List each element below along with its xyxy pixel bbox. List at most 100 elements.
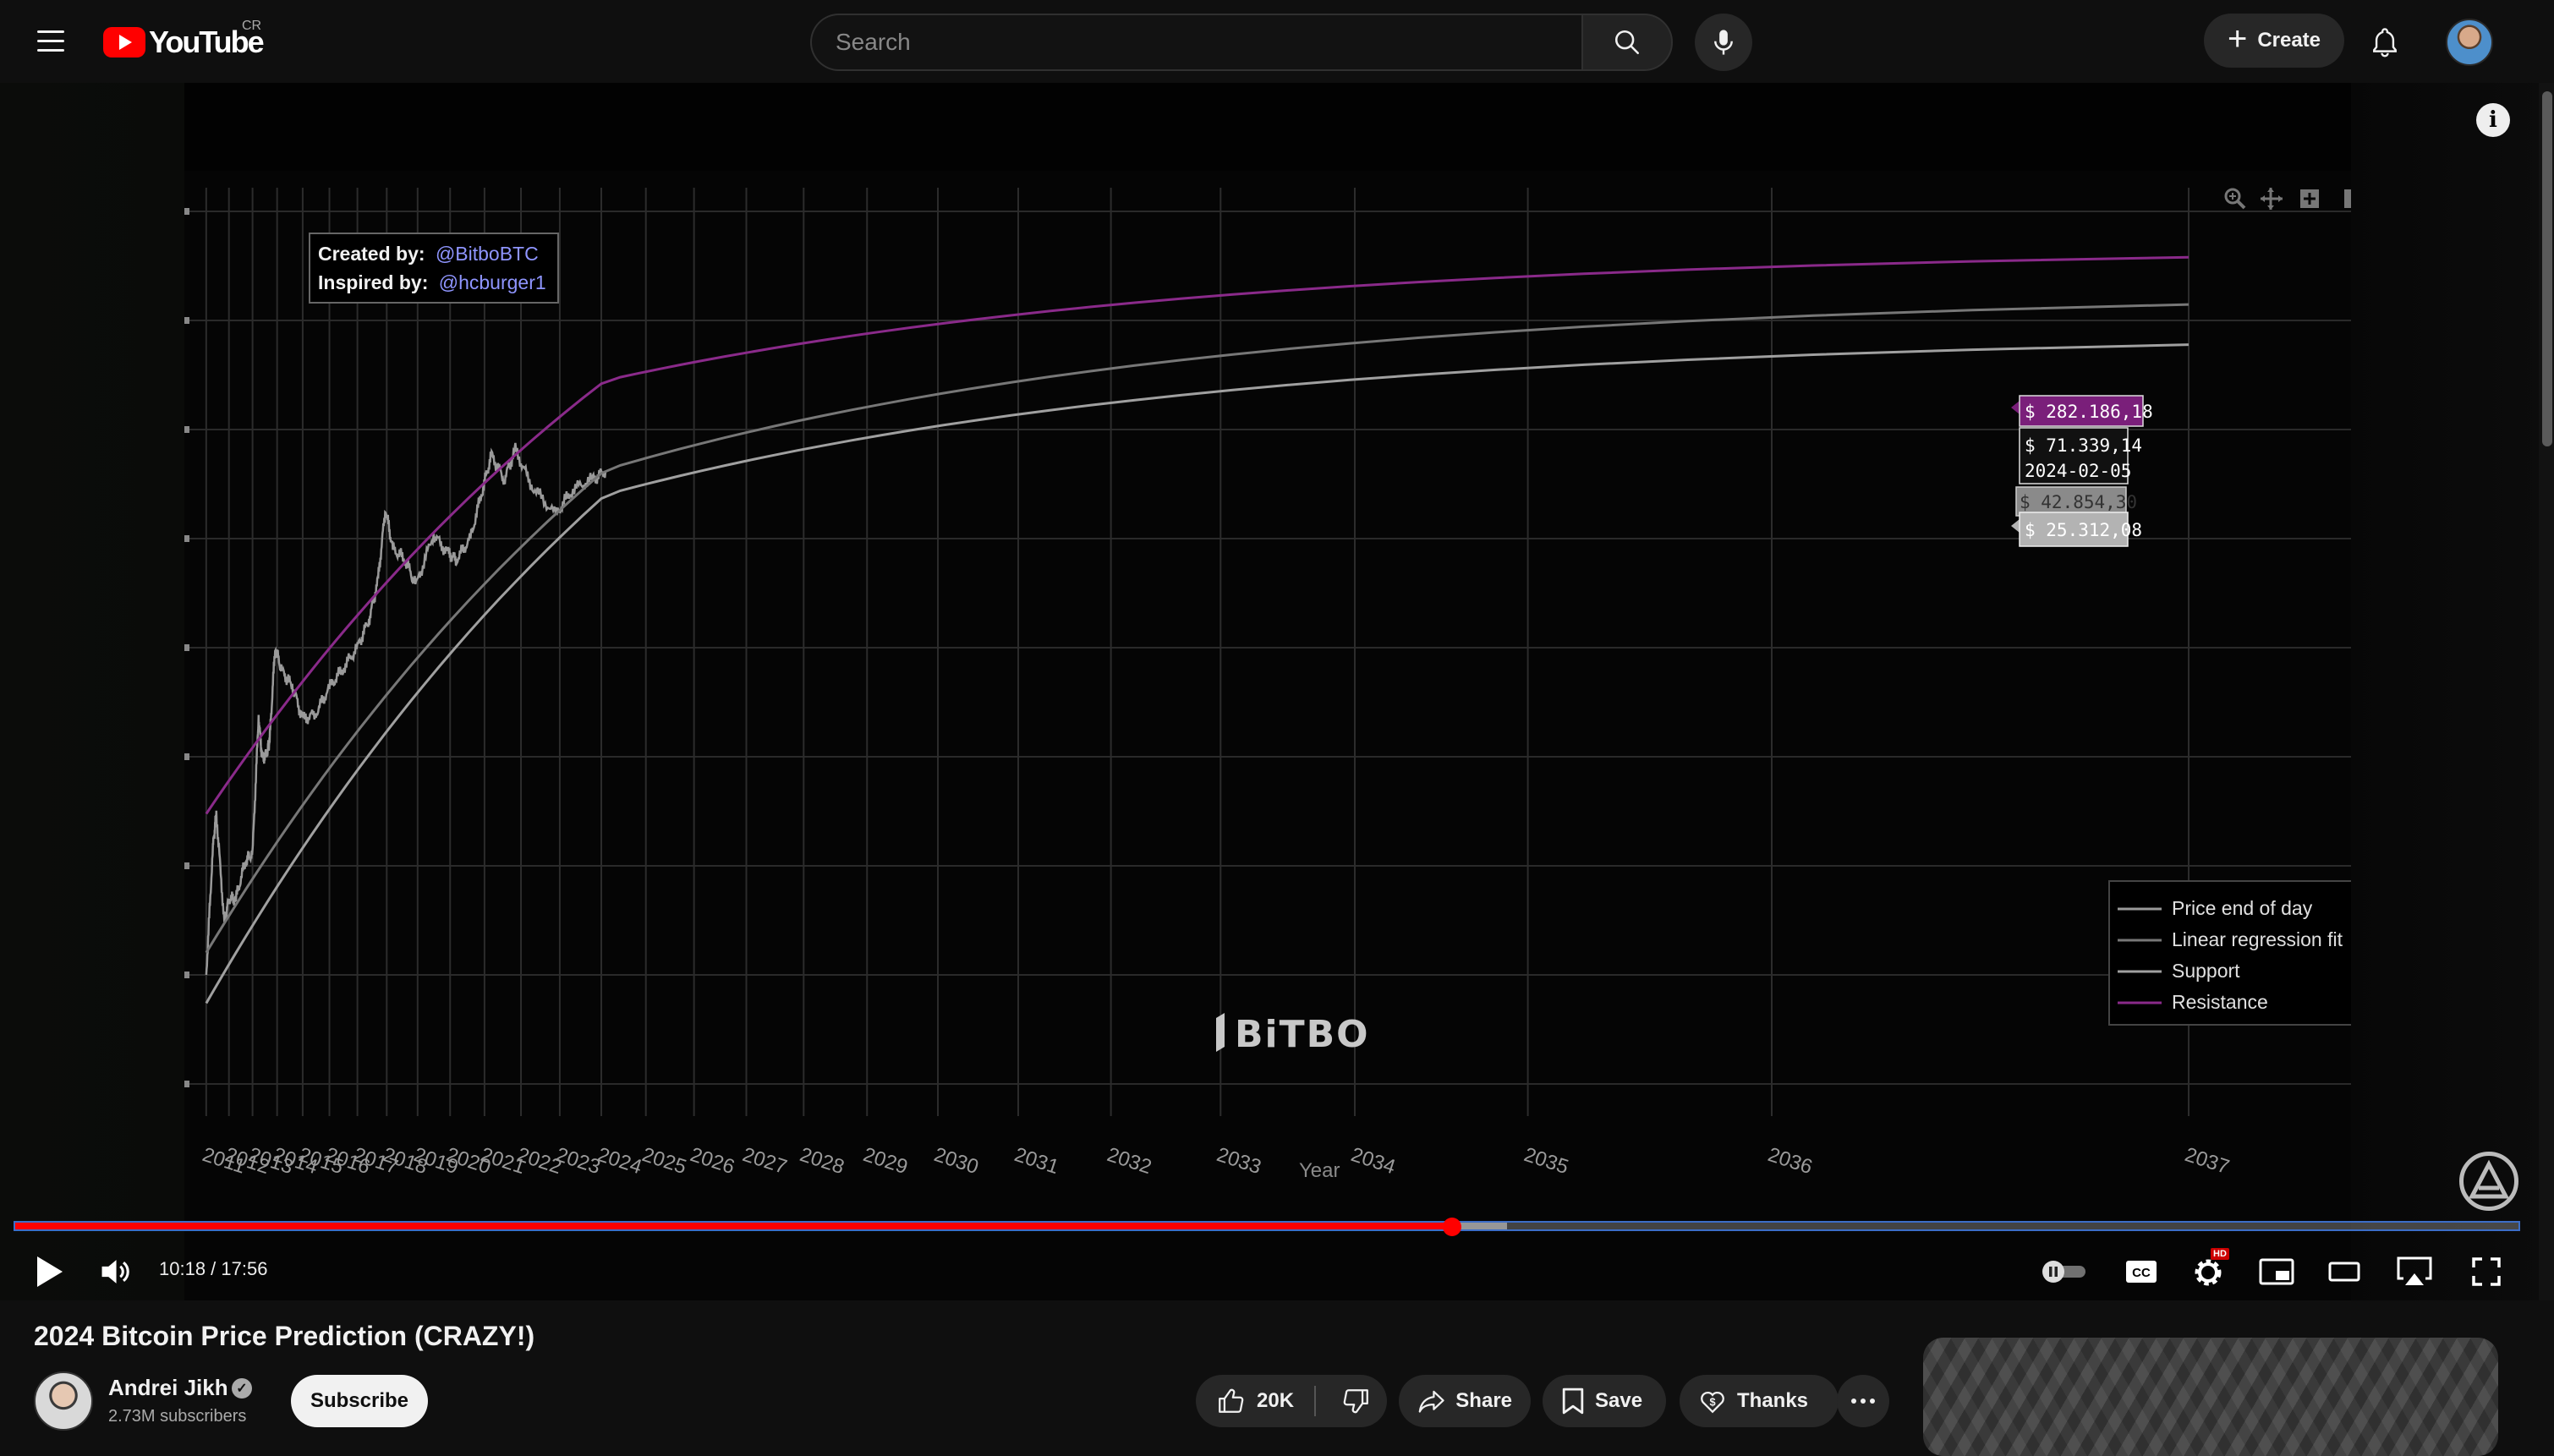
fullscreen-button[interactable] [2463,1248,2510,1295]
x-tick-label: 2036 [1765,1143,1815,1179]
x-tick-label: 2027 [740,1143,790,1179]
bitbo-watermark: BiTBO [1216,1013,1368,1056]
video-top-band [184,83,2351,171]
svg-text:$: $ [1709,1396,1715,1409]
x-tick-label: 2032 [1104,1143,1154,1179]
x-tick-label: 2035 [1521,1143,1571,1179]
microphone-icon [1714,30,1733,55]
menu-icon-bar [37,48,64,52]
x-tick-label: 2030 [931,1143,981,1179]
account-avatar[interactable] [2446,19,2493,66]
pan-icon[interactable] [2261,188,2283,210]
hd-badge: HD [2211,1248,2229,1260]
volume-icon [101,1260,129,1284]
chart-grid [184,188,2351,1116]
x-tick-label: 2033 [1214,1143,1263,1179]
voice-search-button[interactable] [1695,14,1752,71]
menu-icon-bar [37,30,64,33]
info-card-button[interactable]: i [2476,103,2510,137]
page-scrollbar-thumb[interactable] [2542,91,2552,446]
airplay-icon [2397,1256,2432,1285]
share-icon [1418,1390,1444,1413]
credits-inspired-handle[interactable]: @hcburger1 [439,271,546,293]
search-icon [1614,30,1640,55]
share-button[interactable]: Share [1399,1375,1531,1427]
progress-bar[interactable] [14,1221,2520,1231]
theater-mode-icon [2328,1262,2360,1282]
autoplay-toggle[interactable] [2036,1248,2092,1295]
gear-icon [2195,1259,2222,1286]
related-video-thumbnail[interactable] [1923,1338,2498,1456]
logo-text: YouTube [149,25,265,59]
chart-svg: 2011201220132014201520162017201820192020… [184,188,2357,1182]
search-button[interactable] [1581,14,1673,71]
player-letterbox-left [0,83,184,1300]
logo-country-code: CR [242,19,262,33]
channel-branding-watermark[interactable] [2459,1152,2518,1211]
y-tick-mark [184,426,189,433]
x-tick-label: 2026 [688,1143,737,1179]
like-count: 20K [1257,1389,1295,1412]
thanks-icon: $ [1701,1391,1724,1414]
svg-text:CC: CC [2132,1266,2151,1280]
youtube-play-icon [103,27,145,57]
progress-scrubber[interactable] [1443,1218,1462,1236]
create-label: Create [2257,29,2321,52]
y-tick-mark [184,208,189,215]
chart-x-ticks: 2011201220132014201520162017201820192020… [200,1143,2232,1179]
svg-text:Created by: @Bitbo: Created by: @BitboBTC [318,243,539,265]
series-line [205,303,2190,954]
play-icon [37,1256,63,1287]
thumbs-down-icon [1343,1389,1368,1414]
mute-button[interactable] [91,1248,139,1295]
zoom-icon[interactable] [2224,188,2246,210]
tooltip-price: $ 71.339,14 [2025,435,2142,456]
search-input[interactable] [810,14,1581,71]
play-button[interactable] [25,1248,73,1295]
channel-avatar[interactable] [34,1371,93,1431]
video-player[interactable]: 2011 2012 2013 2014 2015 2016 2017 2018 2019 2020… [0,83,2554,1300]
channel-logo-icon [2468,1159,2510,1199]
zoom-in-box-icon[interactable] [2300,189,2319,208]
notifications-button[interactable] [2361,20,2409,64]
plus-icon: + [2227,20,2248,57]
like-button[interactable]: 20K [1196,1375,1304,1427]
verified-badge-icon: ✓ [232,1378,252,1399]
x-axis-title: Year [1299,1159,1340,1182]
tooltip-date: 2024-02-05 [2025,461,2131,481]
thanks-button[interactable]: $ Thanks [1680,1375,1839,1427]
bell-icon [2373,28,2397,57]
settings-button[interactable]: HD [2185,1248,2233,1295]
miniplayer-icon [2259,1258,2294,1285]
channel-name[interactable]: Andrei Jikh [108,1375,228,1400]
y-tick-mark [184,535,189,542]
thumbs-up-icon [1219,1388,1244,1413]
youtube-logo[interactable]: YouTube [103,25,265,59]
credits-created-handle[interactable]: @BitboBTC [436,243,539,265]
more-actions-button[interactable] [1837,1375,1889,1427]
subtitles-button[interactable]: CC [2118,1248,2165,1295]
legend-label: Resistance [2172,991,2268,1013]
y-tick-mark [184,1081,189,1087]
zoom-out-box-icon[interactable] [2344,189,2351,208]
x-tick-label: 2037 [2182,1143,2232,1179]
subscribe-button[interactable]: Subscribe [291,1375,428,1427]
x-tick-label: 2025 [639,1143,689,1179]
tooltip-fit: $ 42.854,30 [2020,492,2137,512]
miniplayer-button[interactable] [2253,1248,2300,1295]
airplay-button[interactable] [2388,1248,2441,1295]
theater-mode-button[interactable] [2321,1248,2368,1295]
more-horizontal-icon [1851,1399,1875,1404]
share-label: Share [1455,1389,1512,1412]
y-tick-mark [184,862,189,869]
guide-menu-button[interactable] [30,20,71,61]
create-button[interactable]: + Create [2204,14,2344,68]
series-line [205,255,2190,815]
chart-modebar [2224,188,2351,210]
dislike-button[interactable] [1326,1375,1387,1427]
save-button[interactable]: Save [1543,1375,1666,1427]
x-tick-label: 2028 [797,1143,847,1179]
player-controls: 10:18 / 17:56 CC HD [0,1243,2537,1300]
y-tick-mark [184,644,189,651]
autoplay-toggle-icon [2042,1261,2085,1283]
